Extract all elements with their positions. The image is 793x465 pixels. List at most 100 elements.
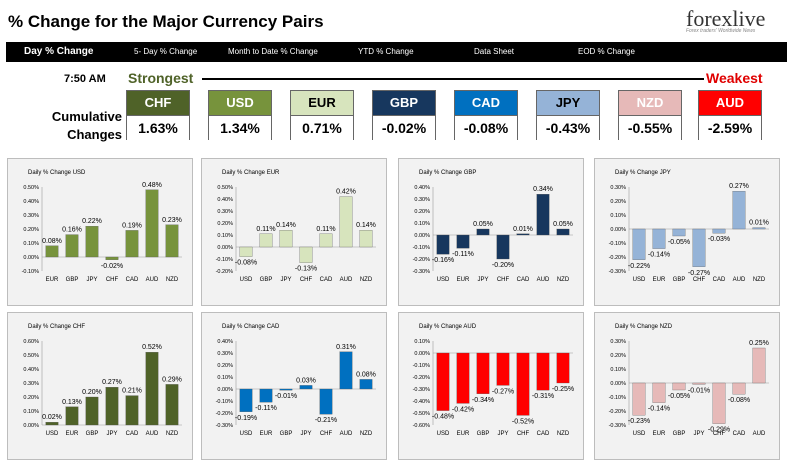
y-tick-label: -0.50% [413, 411, 431, 417]
data-label: -0.42% [452, 406, 474, 413]
data-label: -0.01% [275, 393, 297, 400]
data-label: 0.20% [82, 389, 102, 396]
data-label: 0.22% [82, 218, 102, 225]
currency-tile-chf: CHF 1.63% [126, 90, 190, 140]
currency-tile-jpy: JPY -0.43% [536, 90, 600, 140]
category-label: EUR [46, 277, 59, 283]
y-tick-label: 0.00% [610, 381, 626, 387]
y-tick-label: 0.60% [23, 339, 39, 345]
y-tick-label: 0.30% [610, 185, 626, 191]
nav-ytd-change[interactable]: YTD % Change [358, 47, 414, 56]
page-title: % Change for the Major Currency Pairs [8, 12, 324, 31]
bar-cad [732, 382, 746, 395]
bar-usd [436, 352, 450, 411]
data-label: -0.03% [708, 236, 730, 243]
nav-month-to-date[interactable]: Month to Date % Change [228, 47, 318, 56]
data-label: 0.31% [336, 344, 356, 351]
currency-tile-usd: USD 1.34% [208, 90, 272, 140]
bar-nzd [556, 352, 570, 384]
data-label: 0.11% [256, 226, 275, 233]
y-tick-label: 0.40% [217, 339, 233, 345]
data-label: -0.20% [492, 262, 514, 269]
data-label: 0.05% [473, 221, 493, 228]
category-label: GBP [86, 431, 99, 437]
data-label: 0.08% [356, 371, 376, 378]
data-label: 0.03% [296, 377, 316, 384]
y-tick-label: 0.10% [414, 221, 430, 227]
data-label: 0.16% [62, 227, 82, 234]
bar-usd [632, 228, 646, 260]
y-tick-label: -0.10% [609, 395, 627, 401]
timestamp: 7:50 AM [64, 73, 106, 85]
data-label: 0.25% [749, 340, 769, 347]
y-tick-label: 0.50% [23, 185, 39, 191]
bar-usd [45, 422, 59, 426]
bar-chf [496, 234, 510, 260]
bar-jpy [105, 387, 119, 426]
nav-data-sheet[interactable]: Data Sheet [474, 47, 515, 56]
y-tick-label: 0.00% [217, 387, 233, 393]
y-tick-label: 0.20% [610, 353, 626, 359]
y-tick-label: 0.30% [414, 197, 430, 203]
category-label: NZD [360, 277, 373, 283]
bar-jpy [299, 385, 313, 390]
y-tick-label: 0.40% [414, 185, 430, 191]
currency-tile-aud: AUD -2.59% [698, 90, 762, 140]
category-label: CAD [537, 431, 550, 437]
chart-title: Daily % Change AUD [419, 324, 477, 330]
bar-aud [339, 196, 353, 248]
bar-gbp [672, 228, 686, 237]
y-tick-label: -0.10% [609, 241, 627, 247]
category-label: AUD [146, 277, 159, 283]
y-tick-label: 0.30% [23, 381, 39, 387]
category-label: AUD [537, 277, 550, 283]
y-tick-label: -0.10% [216, 399, 234, 405]
y-tick-label: 0.30% [610, 339, 626, 345]
y-tick-label: -0.20% [216, 269, 234, 275]
category-label: GBP [673, 277, 686, 283]
bar-aud [339, 351, 353, 390]
data-label: -0.16% [432, 257, 454, 264]
data-label: 0.48% [142, 182, 162, 189]
bar-chf [299, 246, 313, 263]
category-label: EUR [66, 431, 79, 437]
chart-title: Daily % Change USD [28, 170, 86, 176]
bar-nzd [165, 224, 179, 258]
bar-usd [239, 388, 253, 412]
ranking-line [202, 78, 704, 80]
y-tick-label: -0.60% [413, 423, 431, 429]
forexlive-logo: forexlive Forex traders' Worldwide News [686, 6, 776, 38]
y-tick-label: -0.30% [216, 423, 234, 429]
y-tick-label: 0.30% [217, 209, 233, 215]
currency-tile-value: 1.34% [209, 115, 271, 140]
currency-tile-name: CAD [455, 91, 517, 115]
chart-title: Daily % Change CHF [28, 324, 85, 330]
bar-cad [319, 233, 333, 248]
category-label: AUD [733, 277, 746, 283]
nav-eod-change[interactable]: EOD % Change [578, 47, 635, 56]
data-label: -0.08% [235, 260, 257, 267]
y-tick-label: 0.40% [23, 199, 39, 205]
bar-eur [652, 228, 666, 249]
category-label: EUR [260, 431, 273, 437]
currency-tile-name: CHF [127, 91, 189, 115]
y-tick-label: -0.20% [413, 257, 431, 263]
bar-nzd [359, 379, 373, 390]
chart-panel-8: Daily % Change NZD 0.30% 0.20% 0.10% 0.00% -0… [594, 312, 780, 460]
data-label: -0.52% [512, 418, 534, 425]
y-tick-label: 0.00% [217, 245, 233, 251]
data-label: 0.19% [122, 222, 142, 229]
category-label: CAD [126, 277, 139, 283]
nav-day-change[interactable]: Day % Change [24, 46, 94, 57]
bar-aud [732, 191, 746, 230]
bar-gbp [65, 234, 79, 258]
y-tick-label: 0.20% [217, 363, 233, 369]
y-tick-label: 0.40% [217, 197, 233, 203]
nav-5day-change[interactable]: 5- Day % Change [134, 47, 198, 56]
category-label: CHF [517, 431, 530, 437]
bar-cad [712, 228, 726, 234]
currency-tile-cad: CAD -0.08% [454, 90, 518, 140]
category-label: USD [437, 431, 450, 437]
category-label: NZD [557, 431, 570, 437]
category-label: JPY [477, 277, 488, 283]
